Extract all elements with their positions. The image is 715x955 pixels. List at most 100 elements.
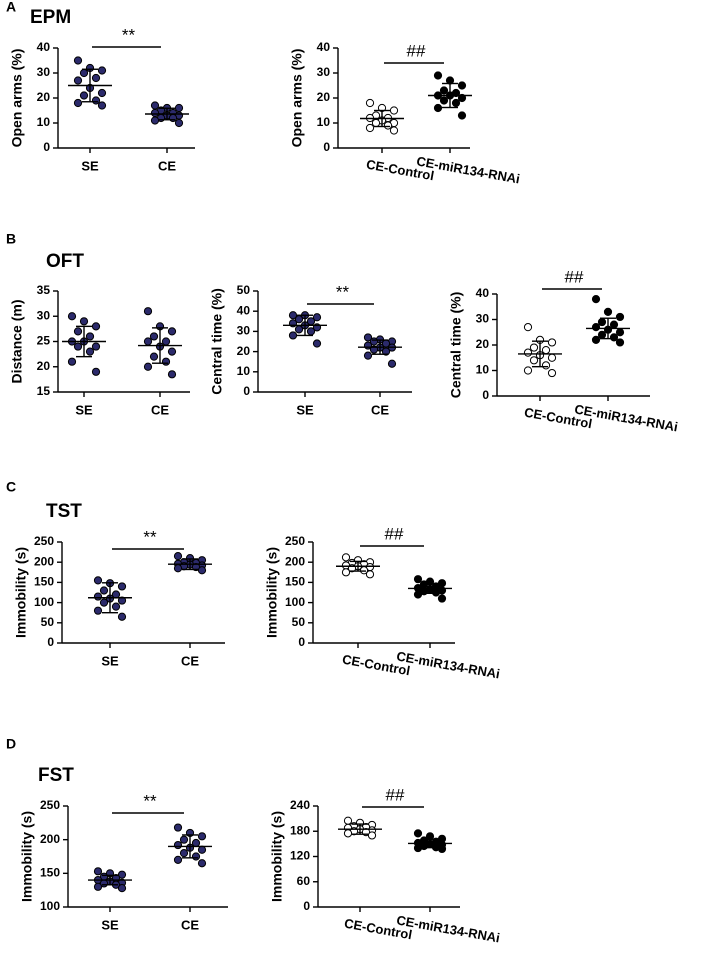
y-tick-label: 35 [37,283,51,297]
data-point [168,113,178,123]
x-tick-label: SE [75,402,93,417]
data-point [294,325,304,334]
data-point [143,307,153,316]
data-point [591,335,601,344]
x-tick-label: CE [181,917,199,932]
y-tick-label: 30 [237,324,251,338]
y-tick-label: 100 [285,595,305,609]
data-point [191,852,201,861]
data-point [365,570,375,579]
data-point [179,835,189,844]
x-tick-label: SE [101,917,119,932]
data-point [433,103,443,113]
data-point [93,606,103,615]
data-point [381,347,391,356]
data-point [73,327,83,336]
data-point [167,347,177,356]
x-tick-label: SE [101,653,119,668]
data-point [161,357,171,366]
data-point [523,323,533,332]
y-axis-label: Central time (%) [209,288,225,395]
data-point [73,342,83,351]
y-tick-label: 20 [37,90,51,104]
data-point [73,56,83,65]
data-point [529,343,539,352]
data-point [197,859,207,868]
significance-label: ## [407,41,426,60]
data-point [312,313,322,322]
y-tick-label: 50 [41,615,55,629]
data-point [117,582,127,591]
data-point [174,118,184,128]
y-tick-label: 15 [37,384,51,398]
y-tick-label: 40 [37,40,51,54]
y-tick-label: 40 [237,303,251,317]
data-point [597,330,607,339]
data-point [150,108,160,118]
data-point [603,307,613,316]
y-tick-label: 0 [43,140,50,154]
data-point [149,332,159,341]
data-point [609,333,619,342]
data-point [179,849,189,858]
data-point [97,88,107,98]
data-point [161,337,171,346]
data-point [529,356,539,365]
data-point [117,596,127,605]
significance-label: ** [122,25,136,44]
data-point [117,612,127,621]
y-tick-label: 0 [323,140,330,154]
y-tick-label: 30 [476,312,490,326]
data-point [79,68,89,78]
y-tick-label: 100 [40,899,60,913]
data-point [85,332,95,341]
data-point [197,845,207,854]
data-point [457,81,467,90]
y-tick-label: 150 [34,575,54,589]
y-axis-label: Immobility (s) [13,547,29,638]
data-point [91,342,101,351]
data-point [111,602,121,611]
data-point [389,106,399,115]
data-point [167,327,177,336]
y-tick-label: 30 [37,65,51,79]
significance-label: ## [385,524,404,543]
y-tick-label: 250 [40,798,60,812]
y-tick-label: 200 [285,554,305,568]
data-point [79,317,89,326]
data-point [343,829,353,838]
panel-title: TST [46,501,82,522]
data-point [413,829,423,838]
panel-label: D [6,736,16,752]
data-point [197,832,207,841]
data-point [389,126,399,135]
data-point [365,123,375,133]
panel-title: EPM [30,7,71,28]
y-tick-label: 120 [290,849,310,863]
data-point [615,338,625,347]
data-point [73,76,83,85]
data-point [413,843,423,853]
y-axis-label: Distance (m) [9,299,25,383]
data-point [143,337,153,346]
data-point [288,331,298,340]
data-point [93,576,103,585]
data-point [150,101,160,110]
y-tick-label: 240 [290,798,310,812]
data-point [547,338,557,347]
data-point [312,339,322,348]
y-tick-label: 0 [482,388,489,402]
x-tick-label: SE [81,158,99,173]
data-point [597,317,607,327]
y-tick-label: 0 [298,635,305,649]
y-tick-label: 50 [292,615,306,629]
data-point [615,328,625,337]
data-point [99,598,109,607]
data-point [149,352,159,361]
data-point [117,884,127,893]
data-point [150,116,160,125]
data-point [97,101,107,110]
x-tick-label: CE-miR134-RNAi [395,912,501,945]
data-point [143,362,153,371]
